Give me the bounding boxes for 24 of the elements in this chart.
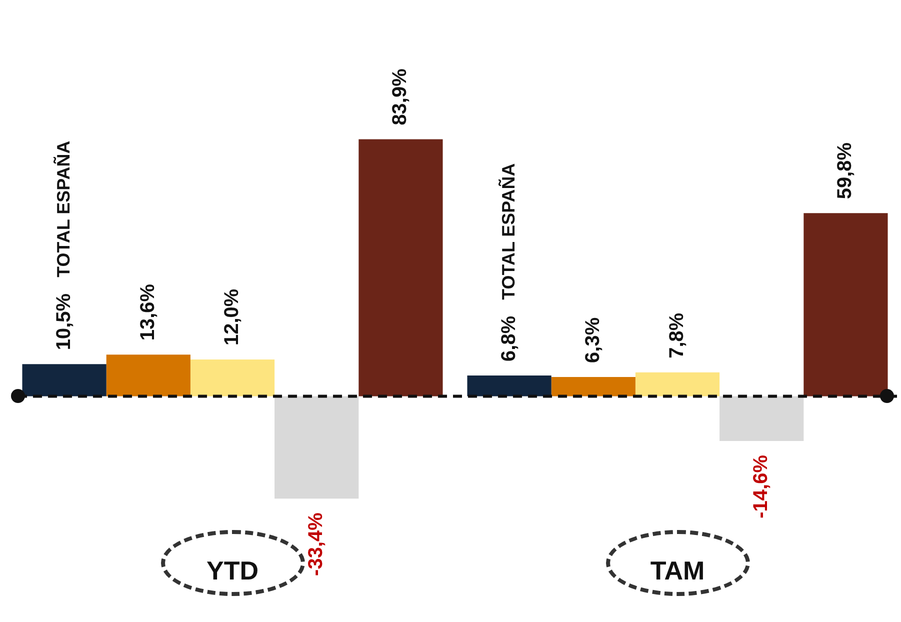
- data-label: 12,0%: [221, 288, 244, 346]
- data-label: 7,8%: [666, 312, 688, 358]
- data-label: 6,8%: [498, 316, 520, 362]
- bar: [274, 396, 359, 499]
- bar: [635, 372, 720, 396]
- bar: [467, 375, 552, 396]
- data-label: 6,3%: [582, 317, 604, 363]
- data-label: 83,9%: [389, 68, 412, 126]
- data-label: 13,6%: [136, 284, 159, 341]
- x-tick-label: YTD: [206, 556, 258, 586]
- data-label: 10,5%: [52, 293, 75, 350]
- bar: [358, 139, 443, 396]
- text: TOTAL ESPAÑA: [53, 140, 74, 278]
- bar: [720, 396, 804, 442]
- data-label: -33,4%: [305, 512, 328, 576]
- text: TOTAL ESPAÑA: [497, 163, 518, 300]
- data-label: 59,8%: [834, 142, 856, 200]
- bar: [106, 354, 190, 396]
- bar: [22, 364, 106, 396]
- bar: [804, 213, 888, 396]
- bar: [190, 360, 275, 396]
- bar: [551, 376, 636, 396]
- data-label: -14,6%: [750, 454, 772, 518]
- x-tick-label: TAM: [650, 556, 705, 586]
